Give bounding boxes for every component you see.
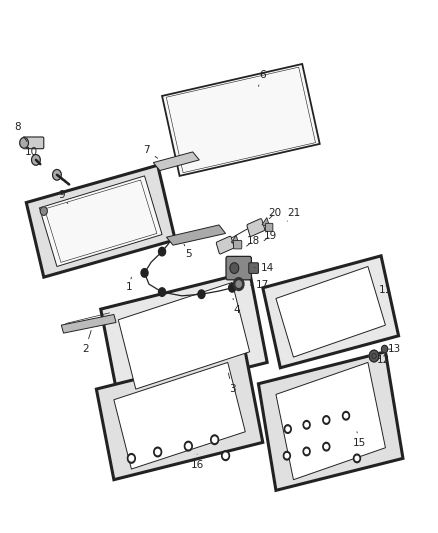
Circle shape [323, 416, 330, 424]
Circle shape [40, 207, 47, 215]
Polygon shape [26, 165, 175, 277]
Text: 19: 19 [264, 231, 277, 241]
Circle shape [355, 456, 359, 461]
Circle shape [212, 437, 217, 442]
Circle shape [229, 284, 236, 292]
Circle shape [305, 423, 308, 427]
Circle shape [159, 247, 166, 256]
Circle shape [233, 278, 244, 290]
Polygon shape [258, 352, 403, 490]
FancyBboxPatch shape [216, 236, 234, 254]
Circle shape [155, 449, 160, 455]
Polygon shape [276, 362, 385, 480]
Circle shape [222, 451, 230, 461]
Text: 1: 1 [126, 277, 133, 292]
Text: 2: 2 [82, 330, 91, 354]
Polygon shape [96, 352, 263, 480]
Circle shape [343, 411, 350, 420]
Circle shape [305, 449, 308, 454]
Circle shape [353, 454, 360, 463]
Text: 7: 7 [143, 146, 158, 158]
Circle shape [325, 445, 328, 449]
Polygon shape [162, 64, 320, 176]
Text: 4: 4 [233, 298, 240, 315]
Polygon shape [276, 266, 385, 357]
Circle shape [325, 418, 328, 422]
Circle shape [381, 345, 388, 353]
Text: 21: 21 [287, 208, 300, 221]
Text: 5: 5 [184, 244, 192, 259]
Polygon shape [118, 282, 250, 389]
Polygon shape [114, 362, 245, 469]
Text: 10: 10 [25, 147, 40, 160]
Text: 3: 3 [228, 373, 236, 394]
Circle shape [303, 447, 310, 456]
Text: 13: 13 [388, 344, 401, 354]
Text: 16: 16 [191, 454, 204, 470]
Text: 6: 6 [258, 70, 266, 86]
FancyBboxPatch shape [233, 240, 242, 249]
Circle shape [344, 414, 348, 418]
Circle shape [211, 435, 219, 445]
Circle shape [141, 269, 148, 277]
Circle shape [32, 155, 40, 165]
FancyBboxPatch shape [265, 223, 273, 231]
FancyBboxPatch shape [226, 256, 251, 280]
Circle shape [283, 451, 290, 460]
Circle shape [303, 421, 310, 429]
Polygon shape [166, 225, 226, 245]
Polygon shape [39, 176, 162, 266]
Text: 12: 12 [377, 355, 390, 365]
Polygon shape [263, 256, 399, 368]
FancyBboxPatch shape [23, 137, 44, 149]
Text: 18: 18 [247, 236, 260, 246]
Circle shape [154, 447, 162, 457]
Circle shape [127, 454, 135, 463]
Polygon shape [153, 152, 199, 171]
Polygon shape [231, 235, 239, 244]
Text: 17: 17 [250, 280, 269, 289]
FancyBboxPatch shape [249, 263, 258, 273]
Circle shape [186, 443, 191, 449]
Text: 15: 15 [353, 432, 366, 448]
Text: 14: 14 [254, 263, 274, 272]
Polygon shape [101, 272, 267, 400]
Text: 9: 9 [58, 190, 68, 204]
Circle shape [236, 281, 241, 287]
Circle shape [198, 290, 205, 298]
FancyBboxPatch shape [247, 219, 265, 237]
Circle shape [286, 427, 290, 431]
Circle shape [159, 288, 166, 296]
Circle shape [323, 442, 330, 451]
Circle shape [184, 441, 192, 451]
Text: 8: 8 [14, 122, 27, 142]
Circle shape [369, 350, 379, 362]
Circle shape [223, 453, 228, 458]
Circle shape [284, 425, 291, 433]
Text: 11: 11 [378, 286, 392, 298]
Polygon shape [61, 314, 116, 333]
Circle shape [20, 138, 28, 148]
Circle shape [230, 263, 239, 273]
Circle shape [129, 456, 134, 461]
Circle shape [53, 169, 61, 180]
Circle shape [285, 454, 289, 458]
Polygon shape [262, 217, 269, 227]
Text: 20: 20 [268, 208, 282, 219]
